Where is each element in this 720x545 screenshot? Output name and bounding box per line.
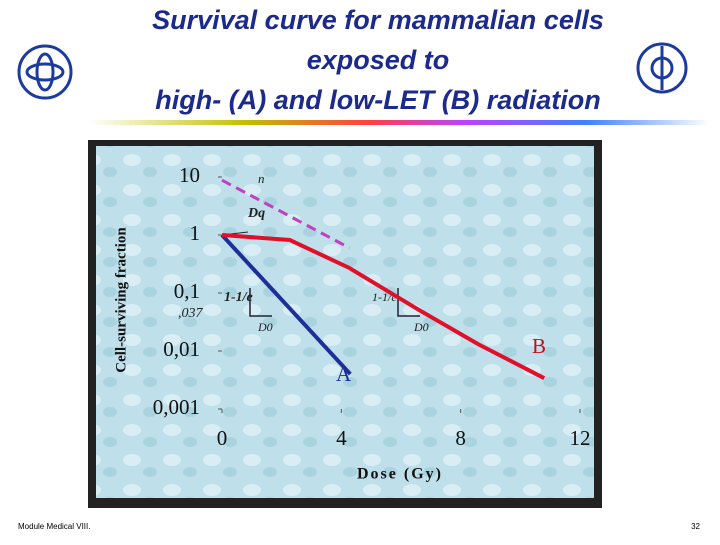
survival-curve [221,233,546,380]
annotation: D0 [413,320,429,334]
annotation: A [336,362,352,386]
x-tick-label: 0 [217,426,228,450]
y-tick-label: 0,001 [153,395,200,419]
title-line: Survival curve for mammalian cells [152,5,604,35]
footer-left: Module Medical VIII. [18,522,90,531]
x-tick-label: 8 [455,426,466,450]
chart-area [96,146,594,498]
y-tick-label: 0,1 [174,279,200,303]
title-line: exposed to [307,45,450,75]
annotation: n [258,171,265,186]
annotation: Dq [247,206,265,221]
extrapolation-line [221,178,351,250]
title-line: high- (A) and low-LET (B) radiation [155,85,600,115]
y-tick-label: 1 [190,221,201,245]
y-axis-label: Cell-surviving fraction [113,227,129,373]
logo-right [636,42,688,94]
footer-right: 32 [691,522,700,531]
annotation: 1-1/e [224,290,253,305]
annotation: D0 [257,320,273,334]
x-axis-label: Dose (Gy) [357,466,443,483]
logo-left [17,44,73,100]
y-tick-label: 10 [179,163,200,187]
x-tick-label: 4 [336,426,347,450]
annotation: ,037 [178,306,204,321]
y-tick-label: 0,01 [163,337,200,361]
x-tick-label: 12 [570,426,591,450]
rainbow-rule [90,120,710,125]
d0-marker [249,288,272,317]
annotation: B [532,334,546,358]
survival-curve [220,233,352,376]
